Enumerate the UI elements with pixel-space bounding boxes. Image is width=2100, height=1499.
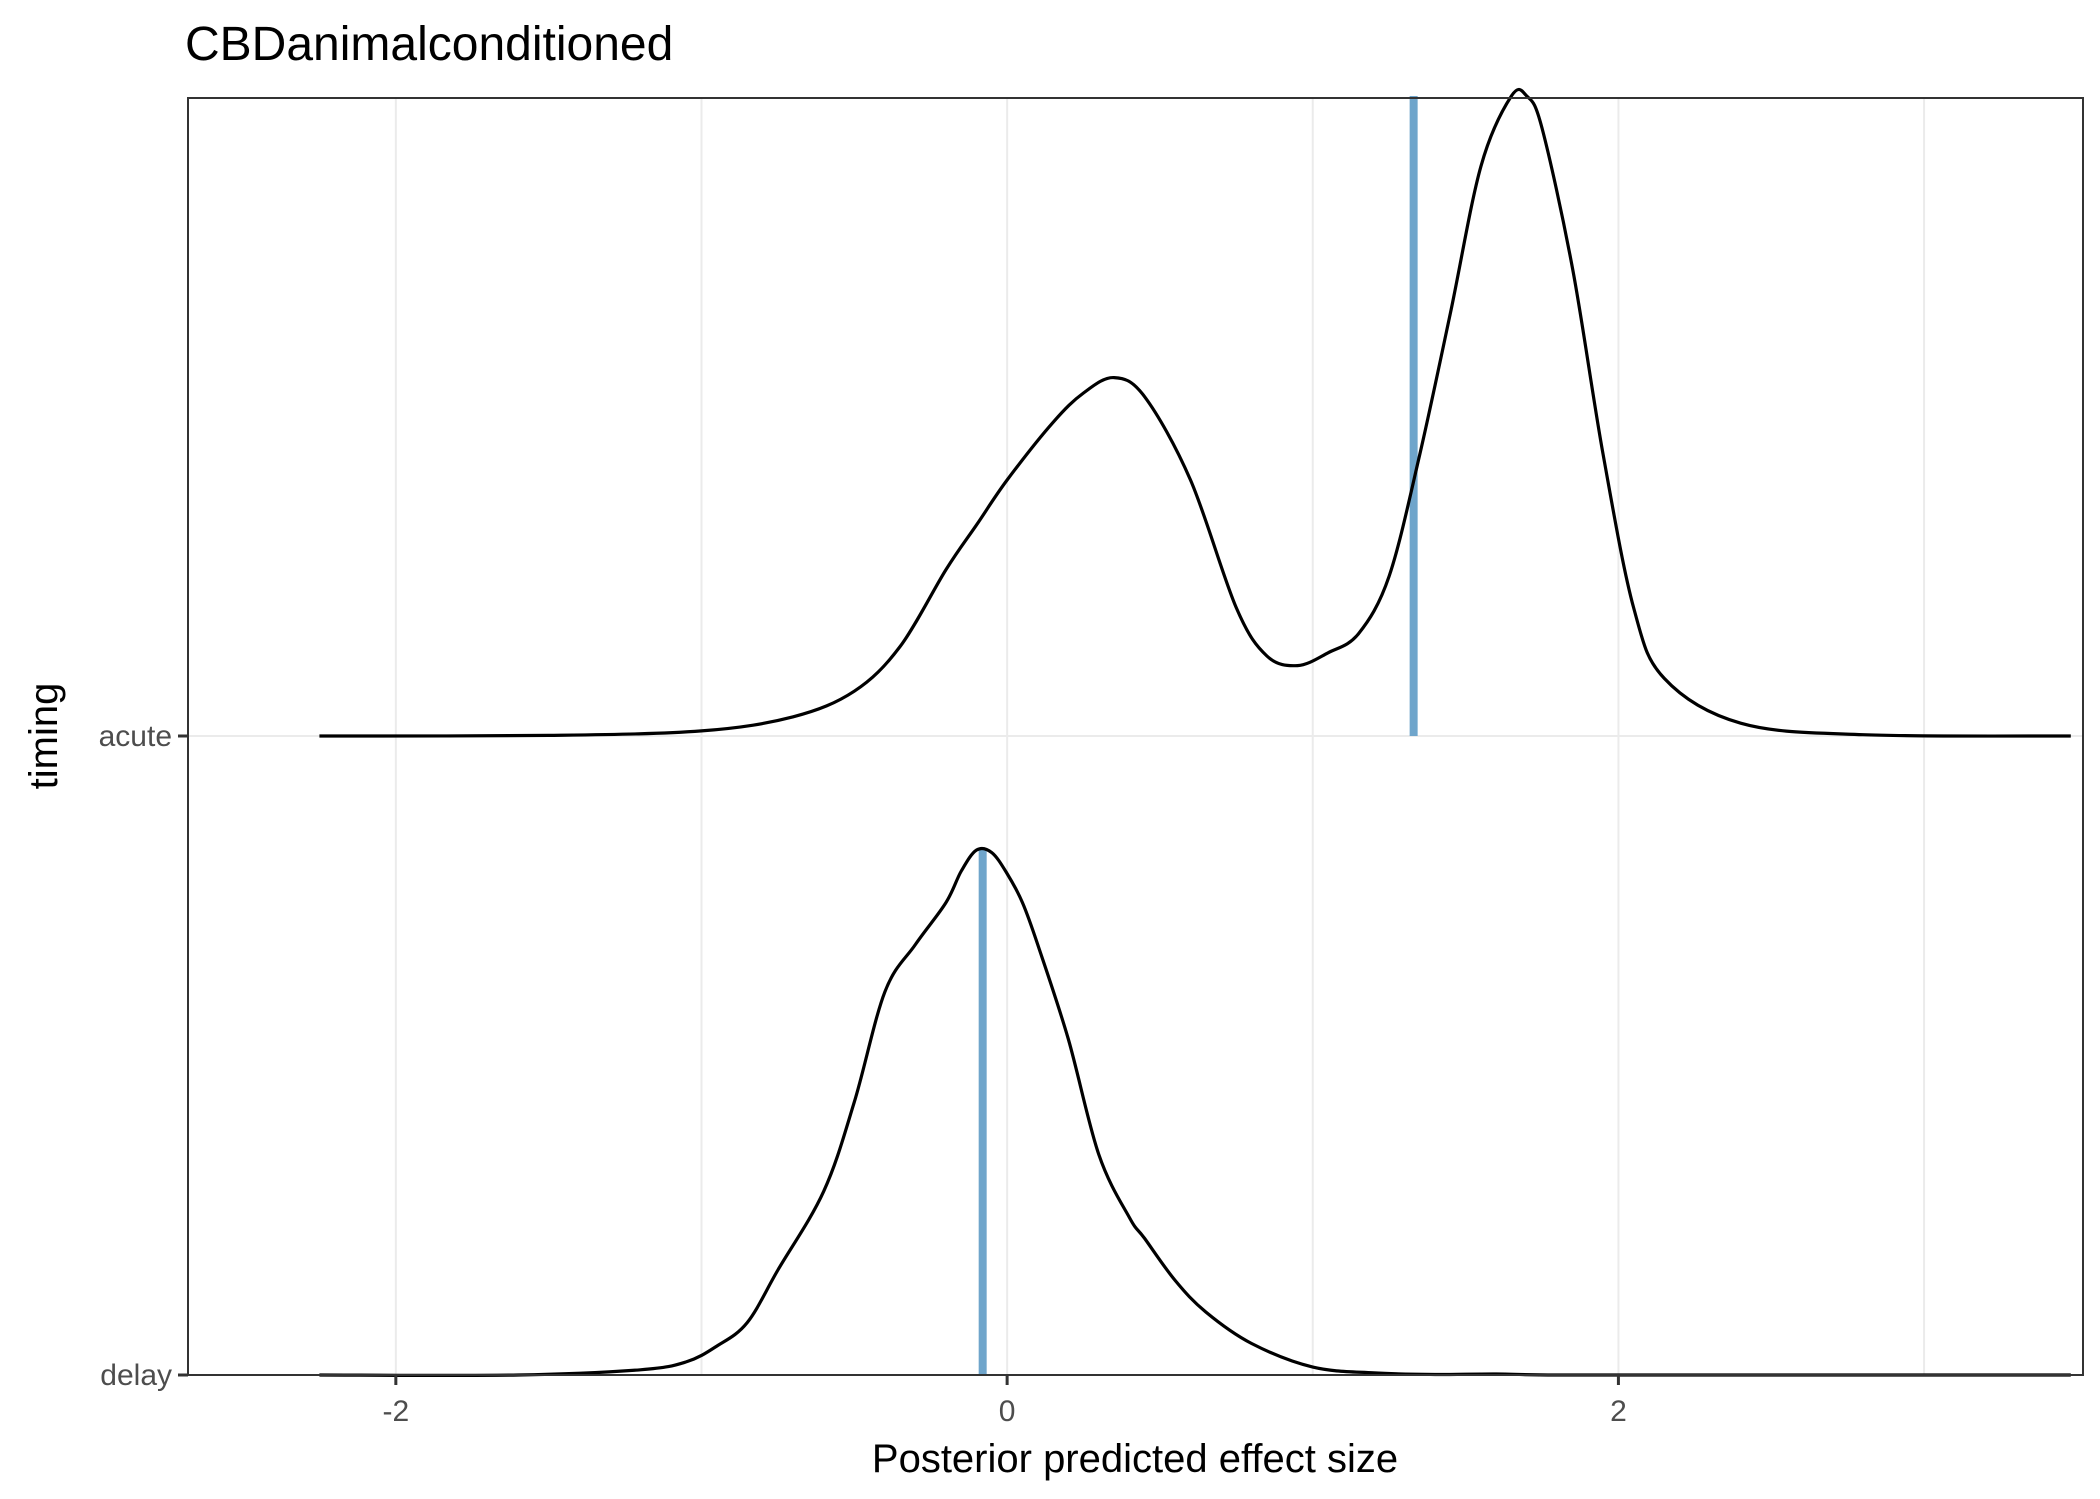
x-axis-title: Posterior predicted effect size: [872, 1437, 1398, 1481]
x-tick-label: 2: [1610, 1395, 1627, 1428]
y-tick-label-delay: delay: [100, 1359, 172, 1392]
axes: delay acute -2 0 2: [99, 720, 1627, 1428]
y-tick-label-acute: acute: [99, 720, 172, 753]
x-tick-label: 0: [999, 1395, 1016, 1428]
x-tick-label: -2: [382, 1395, 409, 1428]
y-axis-title: timing: [22, 683, 66, 790]
median-lines: [978, 96, 1418, 1375]
chart-title: CBDanimalconditioned: [185, 18, 673, 71]
density-ridge-delay: [319, 846, 2071, 1377]
density-ridges: [319, 87, 2071, 1377]
density-ridge-acute: [319, 87, 2071, 738]
